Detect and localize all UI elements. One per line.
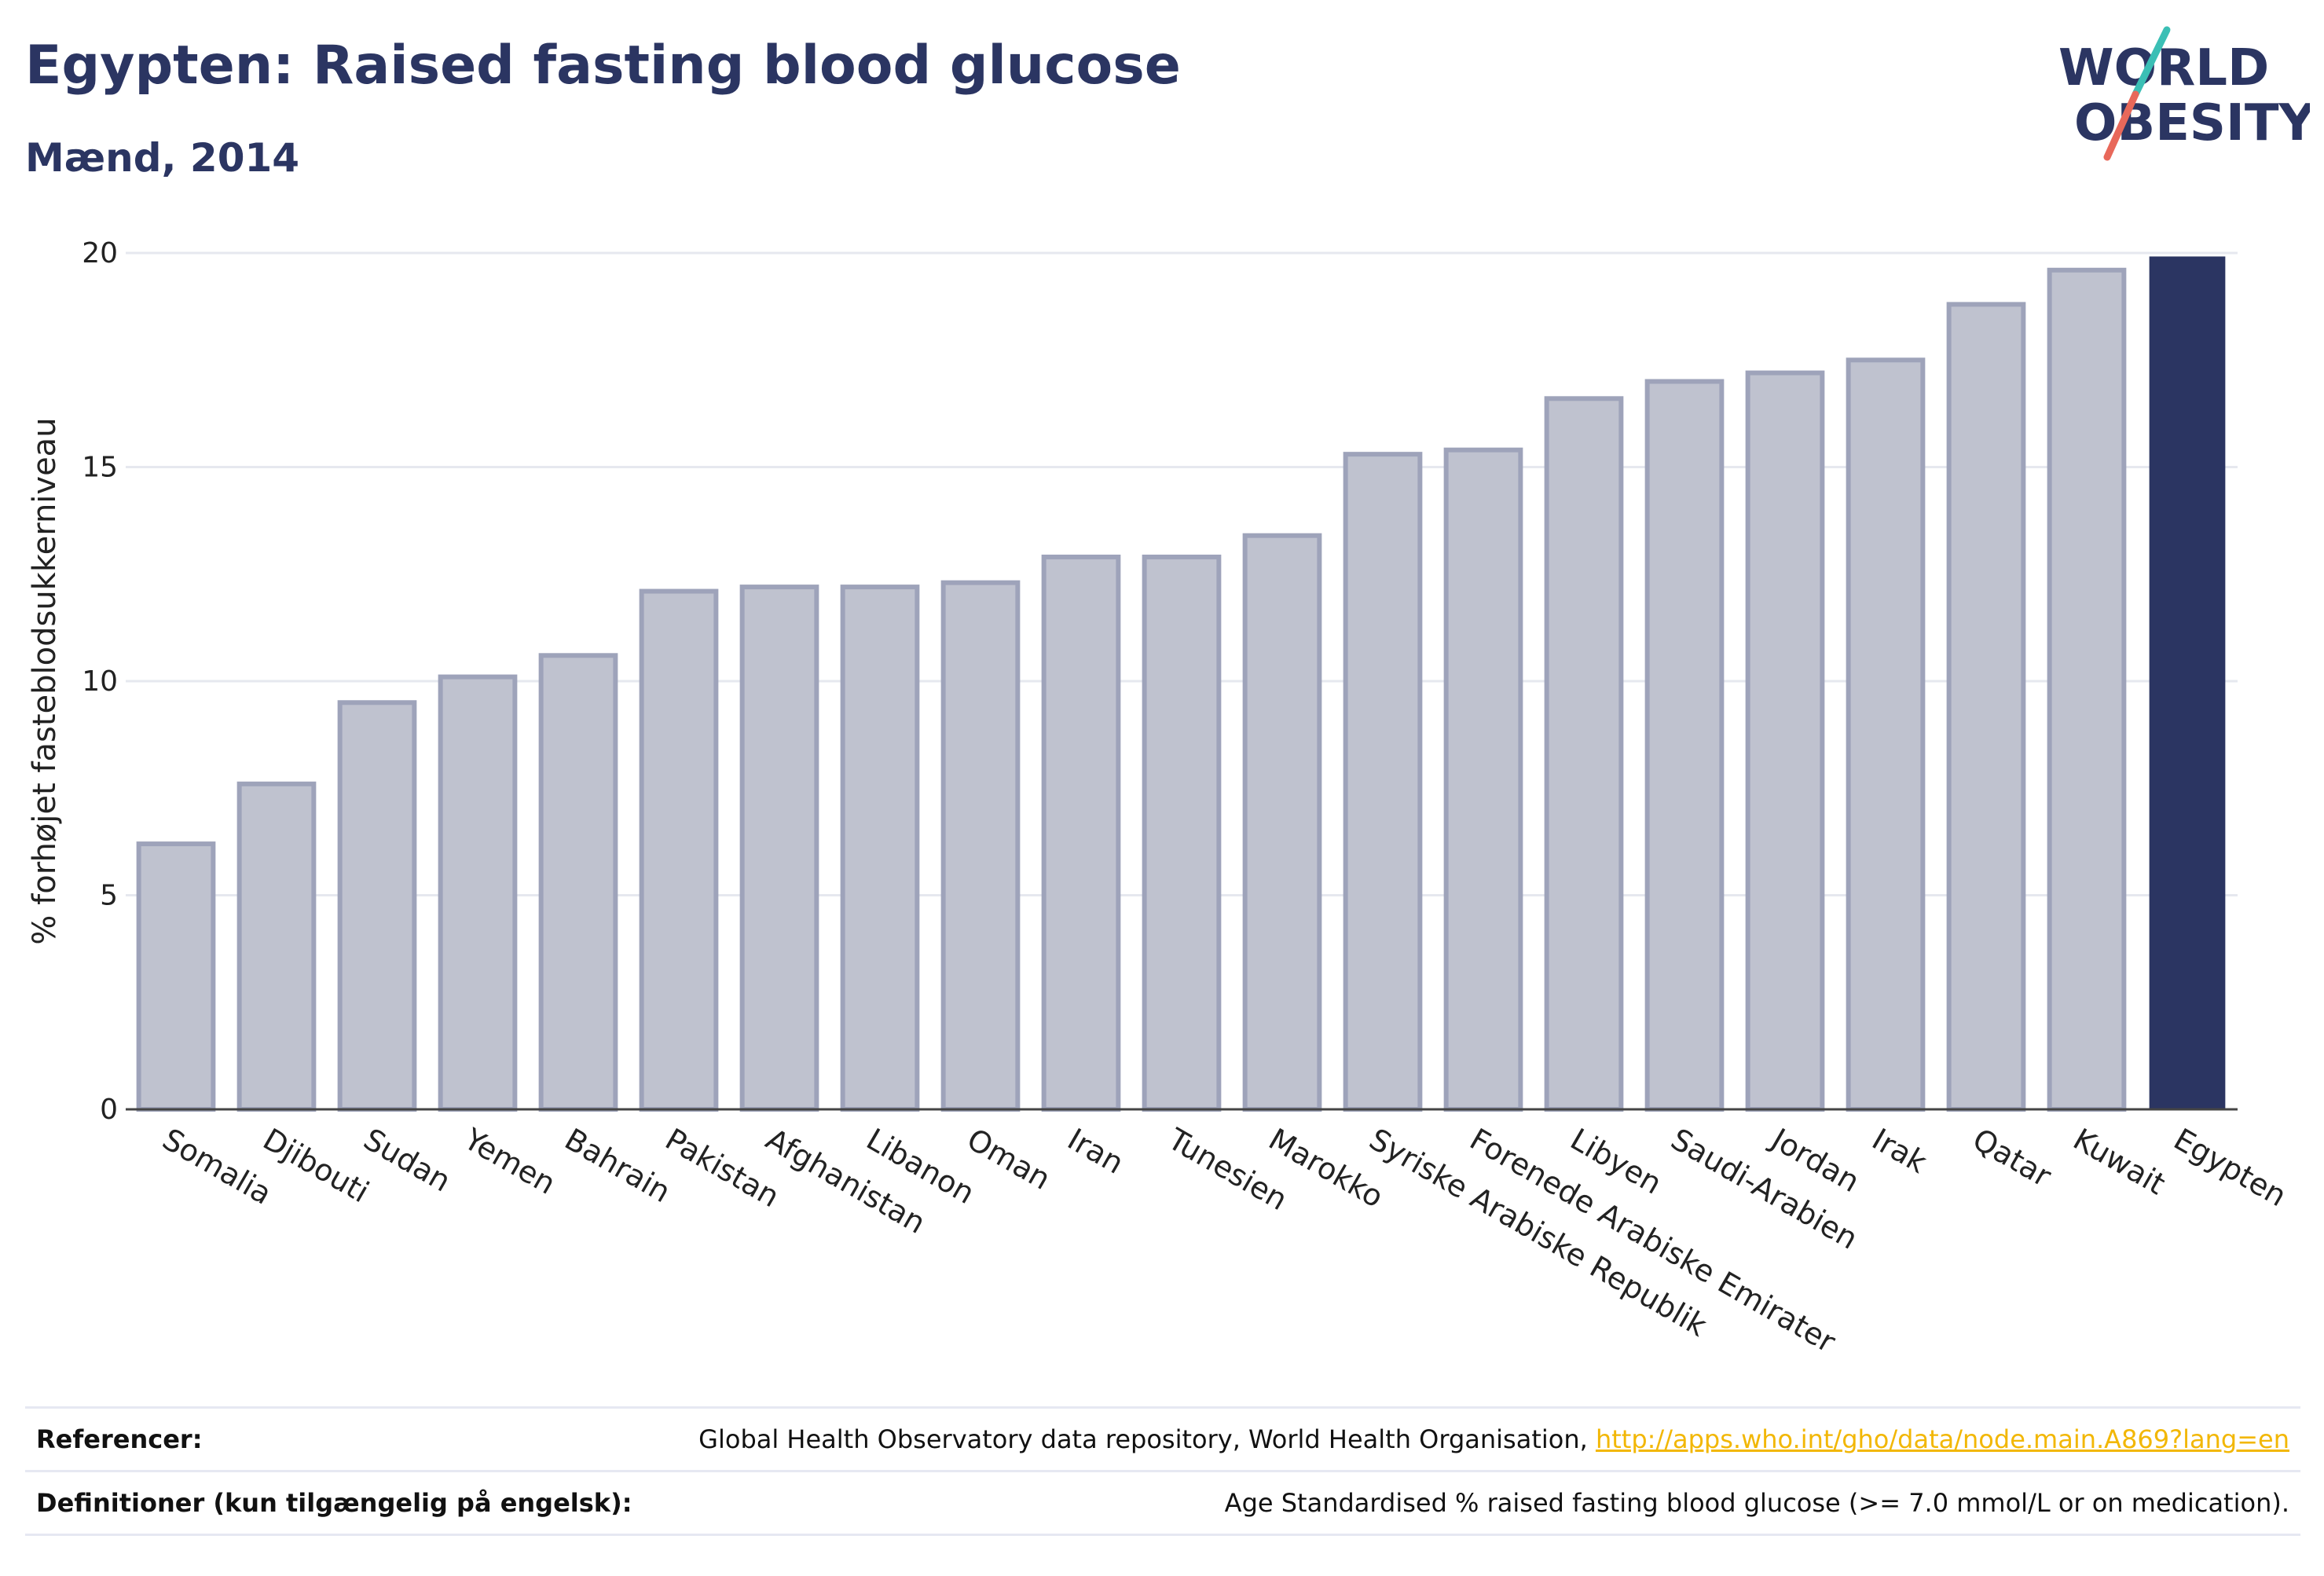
y-tick-label: 20: [82, 237, 118, 269]
x-tick-label: Djibouti: [258, 1122, 376, 1210]
bar: [1142, 554, 1222, 1112]
bar: [438, 674, 518, 1112]
x-tick-label: Sudan: [358, 1122, 457, 1199]
x-tick-label: Pakistan: [660, 1122, 786, 1215]
references-link[interactable]: http://apps.who.int/gho/data/node.main.A…: [1595, 1424, 2289, 1454]
x-tick-label: Iran: [1062, 1122, 1130, 1181]
bar-chart: 0 5 10 15 20 % forhøjet fasteblodsukkerniveau…: [27, 237, 2293, 1359]
references-label: Referencer:: [36, 1424, 203, 1454]
bar: [739, 585, 819, 1112]
logo-slash-top: [2132, 26, 2171, 98]
world-obesity-logo: WORLD OBESITY: [2058, 26, 2310, 161]
bar-highlight: [2149, 256, 2226, 1111]
x-tick-label: Bahrain: [559, 1122, 676, 1210]
references-row: Referencer: Global Health Observatory da…: [25, 1406, 2300, 1470]
bar: [538, 653, 618, 1112]
reference-table: Referencer: Global Health Observatory da…: [25, 1406, 2300, 1536]
definitions-row: Definitioner (kun tilgængelig på engelsk…: [25, 1470, 2300, 1536]
definitions-label: Definitioner (kun tilgængelig på engelsk…: [36, 1488, 632, 1518]
chart-subtitle: Mænd, 2014: [25, 135, 300, 181]
bar: [1242, 533, 1322, 1112]
bar: [639, 588, 719, 1112]
logo-line-1: WORLD: [2058, 39, 2269, 97]
bar: [1946, 302, 2026, 1112]
x-tick-label: Yemen: [458, 1121, 562, 1201]
bar: [1745, 370, 1825, 1112]
bar: [236, 781, 317, 1112]
x-tick-label: Qatar: [1967, 1122, 2058, 1194]
bar: [1846, 357, 1926, 1112]
x-tick-label: Egypten: [2168, 1122, 2293, 1214]
references-text: Global Health Observatory data repositor…: [698, 1424, 1596, 1454]
bar: [1544, 396, 1624, 1112]
bar: [2047, 267, 2127, 1112]
x-tick-label: Kuwait: [2068, 1122, 2172, 1202]
logo-slash-bottom: [2103, 90, 2139, 161]
y-tick-label: 15: [82, 452, 118, 484]
definitions-value: Age Standardised % raised fasting blood …: [1224, 1488, 2289, 1518]
bar: [136, 841, 216, 1112]
bar: [1443, 447, 1523, 1112]
bar: [840, 585, 920, 1112]
bar: [1041, 554, 1121, 1112]
bar: [940, 580, 1021, 1112]
bar: [1644, 379, 1725, 1112]
y-axis-title: % forhøjet fasteblodsukkerniveau: [27, 417, 63, 944]
references-value: Global Health Observatory data repositor…: [698, 1424, 2300, 1454]
x-tick-label: Somalia: [157, 1122, 278, 1211]
bar: [337, 700, 417, 1112]
y-tick-label: 0: [100, 1094, 118, 1126]
y-tick-label: 10: [82, 665, 118, 698]
bar: [1343, 452, 1423, 1112]
chart-title: Egypten: Raised fasting blood glucose: [25, 35, 1181, 97]
x-tick-label: Irak: [1867, 1122, 1933, 1180]
y-tick-label: 5: [100, 880, 118, 912]
